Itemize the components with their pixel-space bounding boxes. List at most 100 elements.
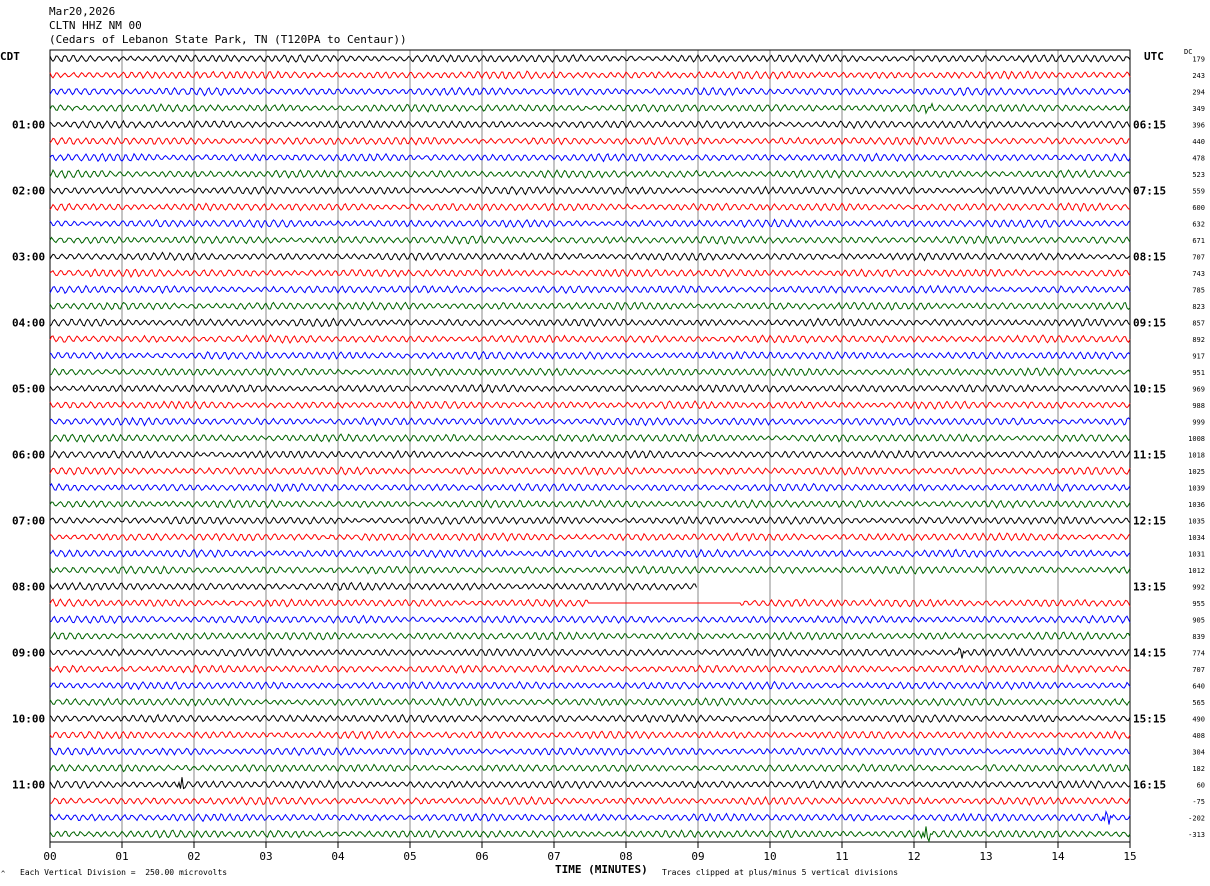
x-tick-label-14: 14: [1051, 850, 1065, 863]
dc-offset-label: 992: [1192, 584, 1205, 592]
dc-offset-label: 1025: [1188, 468, 1205, 476]
dc-offset-label: 1031: [1188, 551, 1205, 559]
trace-row-27: [49, 499, 1131, 509]
dc-offset-label: 478: [1192, 155, 1205, 163]
left-hour-label: 08:00: [12, 581, 45, 594]
corner-mark: ^: [1, 870, 6, 878]
trace-row-12: [49, 251, 1131, 262]
trace-row-23: [49, 433, 1131, 443]
trace-row-20: [49, 383, 1131, 394]
row-labels: 01:00 02:00 03:00 04:00 05:00 06:00 07:00 08:00…: [12, 56, 1205, 840]
station-label: CLTN HHZ NM 00: [49, 19, 142, 32]
trace-row-40: [49, 713, 1131, 724]
trace-row-35: [49, 631, 1131, 641]
trace-row-28: [49, 515, 1131, 526]
plot-frame: [49, 49, 1131, 843]
trace-row-22: [49, 416, 1131, 427]
trace-row-0: [49, 53, 1131, 64]
left-hour-label: 04:00: [12, 317, 45, 330]
trace-row-14: [49, 284, 1131, 295]
left-hour-label: 01:00: [12, 119, 45, 132]
dc-offset-label: 999: [1192, 419, 1205, 427]
dc-offset-label: 243: [1192, 72, 1205, 80]
left-hour-label: 07:00: [12, 515, 45, 528]
dc-offset-label: 1036: [1188, 501, 1205, 509]
dc-offset-label: -202: [1188, 815, 1205, 823]
trace-row-11: [49, 235, 1131, 246]
x-tick-label-03: 03: [259, 850, 272, 863]
trace-row-38: [49, 680, 1131, 691]
x-tick-label-10: 10: [763, 850, 776, 863]
dc-offset-label: 600: [1192, 204, 1205, 212]
x-tick-label-09: 09: [691, 850, 704, 863]
right-hour-label: 09:15: [1133, 317, 1166, 330]
dc-offset-label: 294: [1192, 89, 1205, 97]
dc-offset-label: 523: [1192, 171, 1205, 179]
dc-offset-label: -75: [1192, 798, 1205, 806]
x-tick-label-07: 07: [547, 850, 560, 863]
x-tick-label-15: 15: [1123, 850, 1136, 863]
right-hour-label: 14:15: [1133, 647, 1166, 660]
dc-offset-label: 179: [1192, 56, 1205, 64]
dc-offset-label: 892: [1192, 336, 1205, 344]
dc-offset-label: 1018: [1188, 452, 1205, 460]
dc-offset-label: 1034: [1188, 534, 1205, 542]
trace-row-30: [49, 548, 1131, 559]
date-label: Mar20,2026: [49, 5, 116, 18]
dc-offset-label: 857: [1192, 320, 1205, 328]
dc-offset-label: 559: [1192, 188, 1205, 196]
left-hour-label: 03:00: [12, 251, 45, 264]
trace-row-32: [49, 581, 697, 592]
dc-offset-label: 988: [1192, 402, 1205, 410]
trace-row-19: [49, 367, 1131, 377]
trace-row-16: [49, 317, 1131, 328]
trace-row-21: [49, 400, 1131, 410]
dc-offset-label: 969: [1192, 386, 1205, 394]
x-tick-label-08: 08: [619, 850, 632, 863]
dc-offset-label: 951: [1192, 369, 1205, 377]
x-tick-label-11: 11: [835, 850, 848, 863]
dc-offset-label: 440: [1192, 138, 1205, 146]
trace-row-4: [49, 119, 1131, 130]
trace-row-2: [49, 86, 1131, 97]
trace-row-5: [49, 136, 1131, 146]
right-hour-label: 07:15: [1133, 185, 1166, 198]
trace-row-34: [49, 614, 1131, 625]
dc-offset-label: 955: [1192, 600, 1205, 608]
trace-row-29: [49, 532, 1131, 542]
trace-row-15: [49, 301, 1131, 311]
x-axis-title: TIME (MINUTES): [555, 863, 648, 876]
left-hour-label: 06:00: [12, 449, 45, 462]
x-tick-label-00: 00: [43, 850, 56, 863]
trace-row-41: [49, 730, 1131, 741]
x-tick-label-01: 01: [115, 850, 128, 863]
time-grid: [49, 49, 1131, 843]
trace-row-43: [49, 763, 1131, 773]
left-hour-label: 10:00: [12, 713, 45, 726]
right-hour-label: 11:15: [1133, 449, 1166, 462]
trace-row-18: [49, 350, 1131, 361]
trace-row-8: [49, 185, 1131, 196]
dc-offset-label: 396: [1192, 122, 1205, 130]
trace-row-33: [49, 598, 1131, 608]
trace-row-26: [49, 482, 1131, 493]
dc-offset-label: 408: [1192, 732, 1205, 740]
right-hour-label: 06:15: [1133, 119, 1166, 132]
right-hour-label: 15:15: [1133, 713, 1166, 726]
clip-note: Traces clipped at plus/minus 5 vertical …: [662, 868, 899, 877]
trace-row-44: [49, 777, 1131, 790]
dc-offset-label: 640: [1192, 683, 1205, 691]
trace-row-46: [49, 809, 1131, 825]
x-tick-label-05: 05: [403, 850, 416, 863]
dc-offset-label: 785: [1192, 287, 1205, 295]
trace-row-25: [49, 466, 1131, 476]
right-hour-label: 08:15: [1133, 251, 1166, 264]
right-hour-label: 13:15: [1133, 581, 1166, 594]
left-timezone-label: CDT: [0, 50, 20, 63]
dc-offset-label: 917: [1192, 353, 1205, 361]
right-timezone-label: UTC: [1144, 50, 1164, 63]
dc-offset-label: 182: [1192, 765, 1205, 773]
trace-row-39: [49, 697, 1131, 707]
left-hour-label: 02:00: [12, 185, 45, 198]
